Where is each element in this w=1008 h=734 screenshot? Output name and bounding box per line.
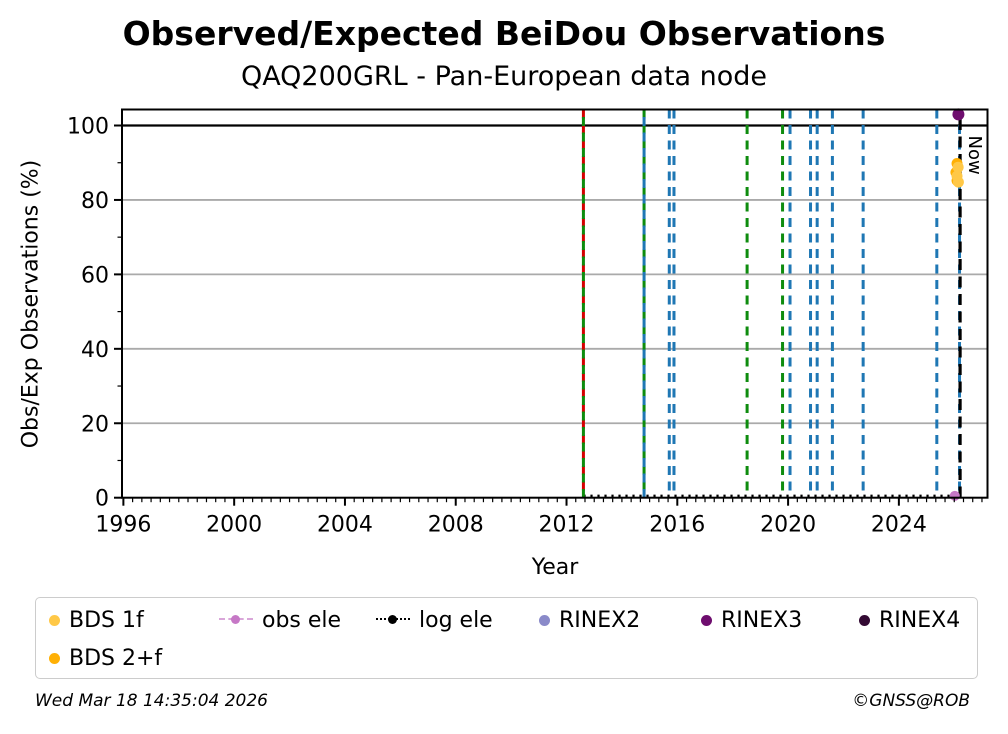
y-tick-label-40: 40 <box>81 338 109 363</box>
data-point-bds-1f-2 <box>952 176 964 188</box>
y-tick-label-80: 80 <box>81 189 109 214</box>
legend-marker-rinex4 <box>859 614 870 626</box>
footer-timestamp: Wed Mar 18 14:35:04 2026 <box>35 691 268 711</box>
legend-marker-obs-ele <box>219 614 253 626</box>
x-tick-label-2012: 2012 <box>539 513 595 538</box>
legend-marker-bds-2-f <box>49 652 60 664</box>
legend-marker-rinex3 <box>701 614 712 626</box>
x-tick-label-1996: 1996 <box>95 513 151 538</box>
legend-item-log-ele: log ele <box>376 607 493 633</box>
y-tick-label-0: 0 <box>95 487 109 512</box>
y-tick-label-20: 20 <box>81 412 109 437</box>
data-point-bds-1f-0 <box>952 161 964 173</box>
now-label: Now <box>964 136 985 175</box>
legend-marker-rinex2 <box>539 614 550 626</box>
x-tick-label-2020: 2020 <box>760 513 816 538</box>
y-axis-label: Obs/Exp Observations (%) <box>18 159 44 449</box>
legend-item-bds-1f: BDS 1f <box>49 607 144 633</box>
legend-item-rinex4: RINEX4 <box>859 607 960 633</box>
legend-label-bds-2-f: BDS 2+f <box>69 645 163 671</box>
x-tick-label-2008: 2008 <box>428 513 484 538</box>
footer-copyright: ©GNSS@ROB <box>852 691 970 711</box>
x-tick-label-2004: 2004 <box>317 513 373 538</box>
page-title: Observed/Expected BeiDou Observations <box>122 14 886 53</box>
legend-label-rinex2: RINEX2 <box>559 607 641 633</box>
legend: BDS 1f BDS 2+f obs ele log ele RINEX2 RINEX3 R… <box>35 597 978 679</box>
legend-item-rinex2: RINEX2 <box>539 607 640 633</box>
x-axis-label: Year <box>531 555 579 580</box>
legend-marker-log-ele <box>376 614 410 626</box>
legend-label-obs-ele: obs ele <box>262 607 342 633</box>
plot-border <box>121 108 989 499</box>
x-tick-label-2016: 2016 <box>649 513 705 538</box>
legend-item-bds-2-f: BDS 2+f <box>49 645 162 671</box>
y-tick-label-100: 100 <box>67 115 109 140</box>
x-tick-label-2000: 2000 <box>206 513 262 538</box>
legend-label-rinex4: RINEX4 <box>879 607 961 633</box>
chart: Now 1996 2000 2004 2008 2012 2016 2020 2024 0 20 40… <box>67 108 989 538</box>
legend-marker-bds-1f <box>49 614 60 626</box>
legend-item-obs-ele: obs ele <box>219 607 341 633</box>
data-point-rinex3-0 <box>952 108 965 121</box>
x-tick-label-2024: 2024 <box>871 513 927 538</box>
legend-label-log-ele: log ele <box>419 607 493 633</box>
y-tick-label-60: 60 <box>81 263 109 288</box>
legend-item-rinex3: RINEX3 <box>701 607 802 633</box>
legend-label-bds-1f: BDS 1f <box>69 607 144 633</box>
page-subtitle: QAQ200GRL - Pan-European data node <box>240 61 768 92</box>
legend-label-rinex3: RINEX3 <box>721 607 803 633</box>
